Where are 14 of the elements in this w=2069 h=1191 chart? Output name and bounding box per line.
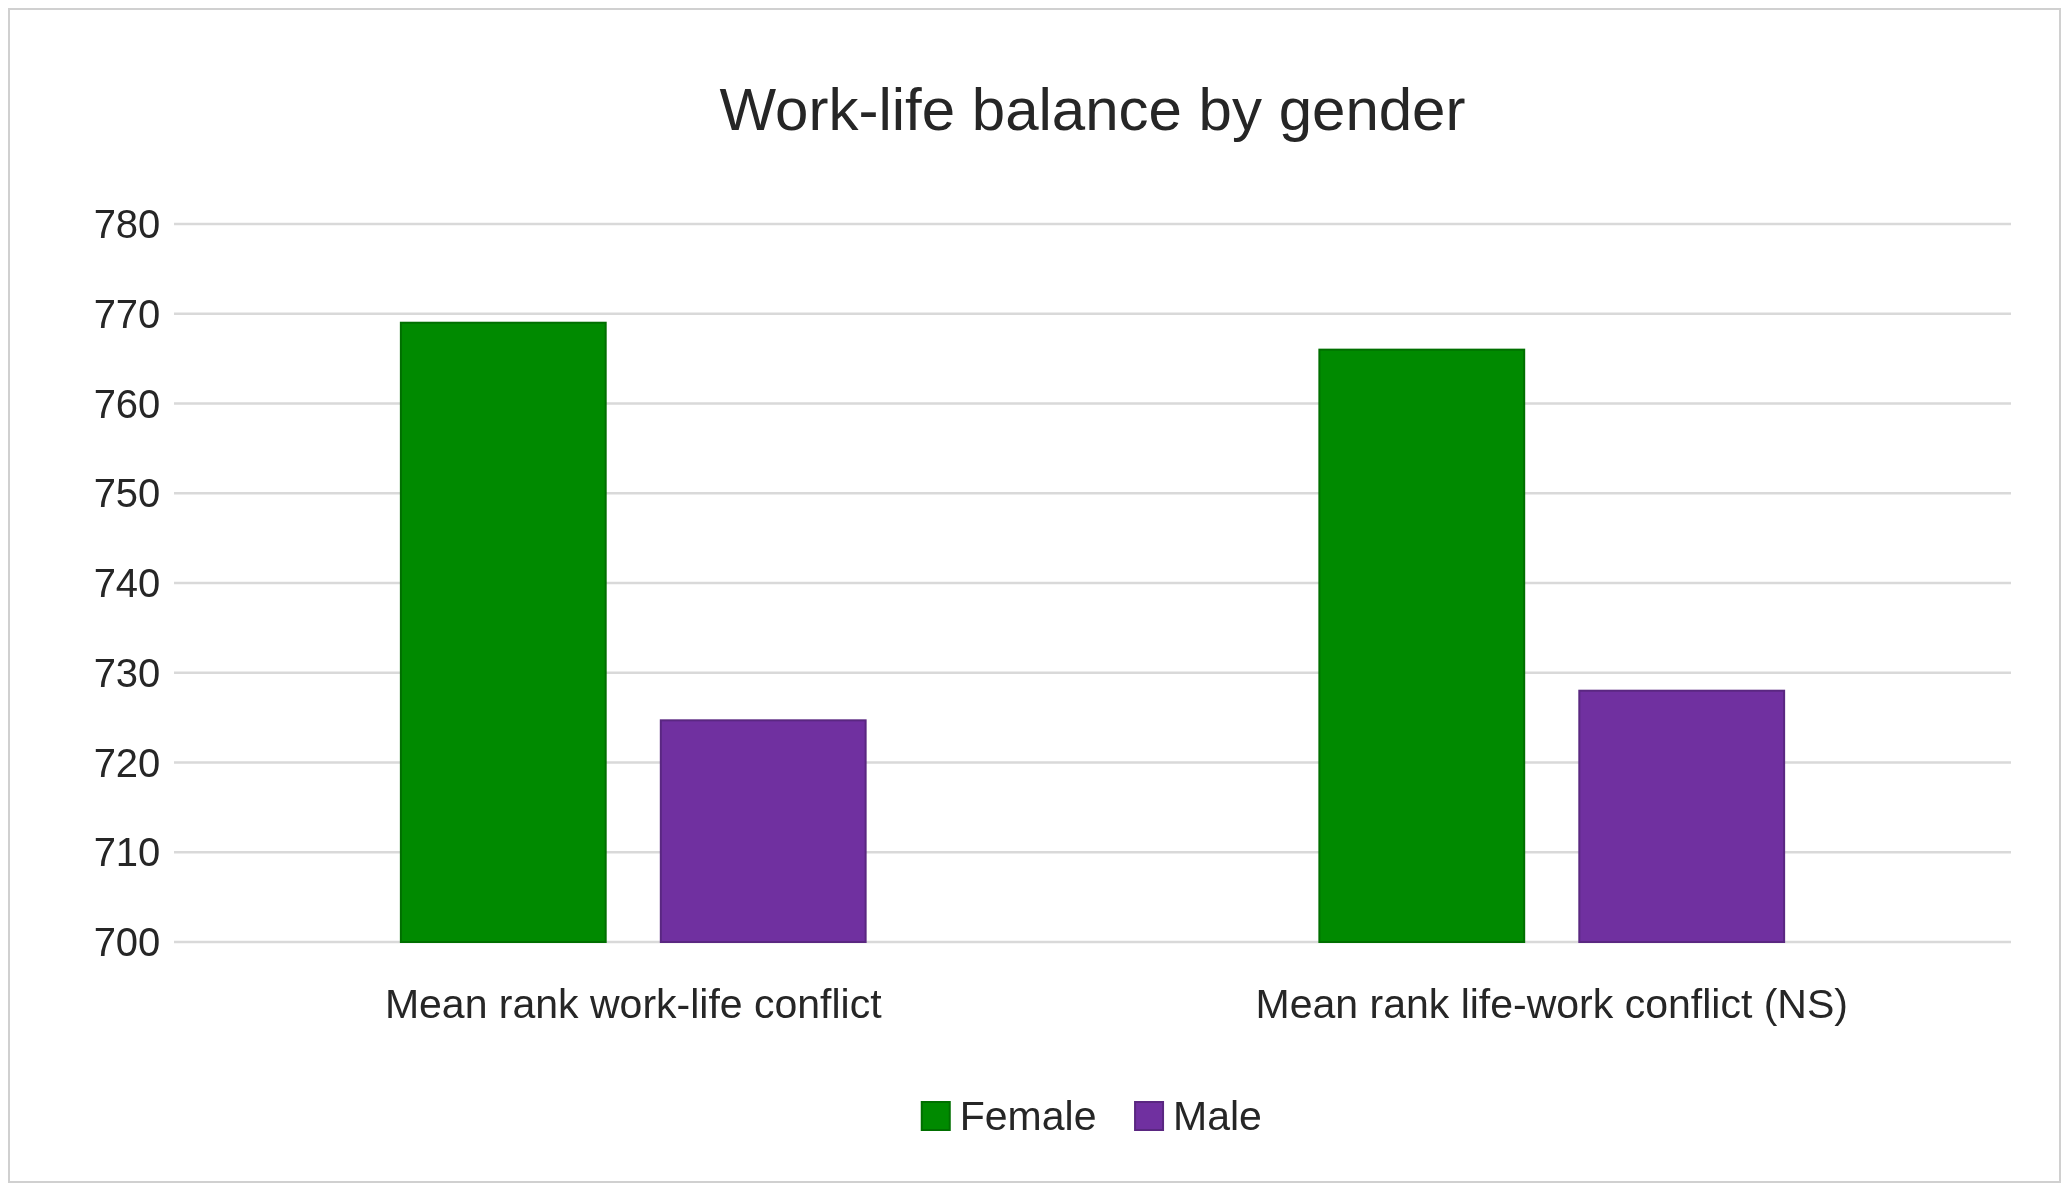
y-tick-label: 720 [93,740,161,785]
y-tick-label: 700 [93,920,161,964]
y-tick-label: 730 [93,650,161,695]
y-tick-label: 740 [93,561,161,605]
y-tick-label: 780 [93,202,161,246]
y-tick-label: 760 [93,381,161,426]
y-tick-label: 750 [93,471,161,516]
legend-label: Female [959,1093,1097,1140]
chart-title: Work-life balance by gender [719,76,1466,143]
y-tick-label: 710 [93,830,161,875]
x-tick-label: Mean rank life-work conflict (NS) [1255,981,1848,1027]
legend-label: Male [1173,1093,1262,1140]
y-tick-label: 770 [93,291,161,336]
x-tick-label: Mean rank work-life conflict [384,981,883,1027]
